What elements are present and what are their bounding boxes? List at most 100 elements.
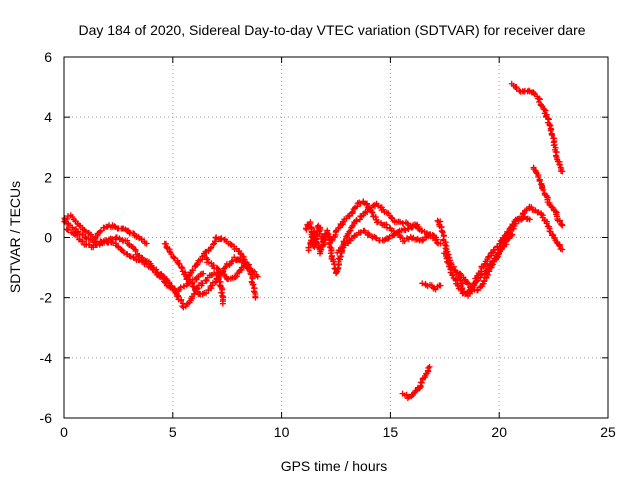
data-point [97, 228, 104, 235]
data-point [199, 280, 206, 287]
y-axis-label: SDTVAR / TECUs [7, 181, 23, 293]
data-point [254, 273, 261, 280]
data-point [126, 253, 133, 260]
data-point [65, 212, 72, 219]
data-point [249, 281, 256, 288]
series-track-o [508, 80, 566, 175]
data-point [219, 300, 226, 307]
data-point [489, 261, 496, 268]
series-track-p [530, 164, 566, 229]
data-point [438, 227, 445, 234]
data-point [185, 272, 192, 279]
data-point [189, 267, 196, 274]
data-point [426, 363, 433, 370]
y-tick-label: -4 [40, 350, 53, 366]
data-point [178, 264, 185, 271]
data-point [246, 267, 253, 274]
data-point [474, 286, 481, 293]
x-tick-label: 20 [491, 424, 507, 440]
data-point [449, 272, 456, 279]
data-point [82, 234, 89, 241]
x-tick-label: 5 [169, 424, 177, 440]
data-point [437, 240, 444, 247]
data-point [64, 215, 71, 222]
data-point [190, 283, 197, 290]
data-point [156, 272, 163, 279]
x-tick-label: 25 [600, 424, 616, 440]
series-track-f [203, 254, 252, 283]
data-point [509, 231, 516, 238]
data-point [252, 294, 259, 301]
data-point [548, 203, 555, 210]
data-point [386, 233, 393, 240]
data-point [245, 261, 252, 268]
data-point [434, 217, 441, 224]
data-point [171, 286, 178, 293]
data-point [542, 107, 549, 114]
data-point [162, 279, 169, 286]
data-point [445, 260, 452, 267]
data-point [510, 225, 517, 232]
data-point [413, 222, 420, 229]
data-point [132, 247, 139, 254]
data-point [229, 257, 236, 264]
data-point [512, 220, 519, 227]
data-point [374, 218, 381, 225]
data-point [543, 220, 550, 227]
data-point [458, 286, 465, 293]
y-tick-label: 0 [44, 230, 52, 246]
data-point [349, 208, 356, 215]
data-point [177, 284, 184, 291]
data-point [111, 223, 118, 230]
data-point [176, 260, 183, 267]
data-point [547, 127, 554, 134]
series-track-b [61, 212, 150, 247]
data-point [409, 223, 416, 230]
data-point [305, 244, 312, 251]
data-point [532, 168, 539, 175]
data-point [559, 246, 566, 253]
x-tick-label: 10 [274, 424, 290, 440]
series-track-j [399, 363, 433, 402]
data-point [307, 237, 314, 244]
data-point [214, 265, 221, 272]
data-point [118, 246, 125, 253]
data-point [418, 379, 425, 386]
y-tick-label: 6 [44, 49, 52, 65]
y-tick-label: 4 [44, 109, 52, 125]
data-point [322, 230, 329, 237]
x-axis-label: GPS time / hours [281, 458, 388, 474]
data-point [79, 238, 86, 245]
y-tick-label: -2 [40, 290, 53, 306]
x-tick-label: 15 [383, 424, 399, 440]
data-point [405, 226, 412, 233]
data-point [526, 216, 533, 223]
chart-title: Day 184 of 2020, Sidereal Day-to-day VTE… [78, 22, 585, 38]
data-point [363, 201, 370, 208]
series-track-m [441, 213, 533, 297]
data-point [209, 282, 216, 289]
series-track-i [334, 222, 420, 256]
data-point [181, 283, 188, 290]
data-point [369, 209, 376, 216]
data-point [143, 240, 150, 247]
data-point [212, 238, 219, 245]
y-tick-label: -6 [40, 410, 53, 426]
data-point [337, 253, 344, 260]
data-point [444, 258, 451, 265]
data-point [218, 289, 225, 296]
series-track-k [419, 280, 444, 293]
data-point [189, 280, 196, 287]
data-point [559, 168, 566, 175]
data-point [354, 203, 361, 210]
data-point [212, 279, 219, 286]
data-point [323, 231, 330, 238]
data-point [98, 227, 105, 234]
data-point [228, 258, 235, 265]
x-tick-label: 0 [60, 424, 68, 440]
data-point [347, 227, 354, 234]
y-tick-label: 2 [44, 169, 52, 185]
data-point [494, 251, 501, 258]
data-point [437, 282, 444, 289]
data-point [74, 232, 81, 239]
